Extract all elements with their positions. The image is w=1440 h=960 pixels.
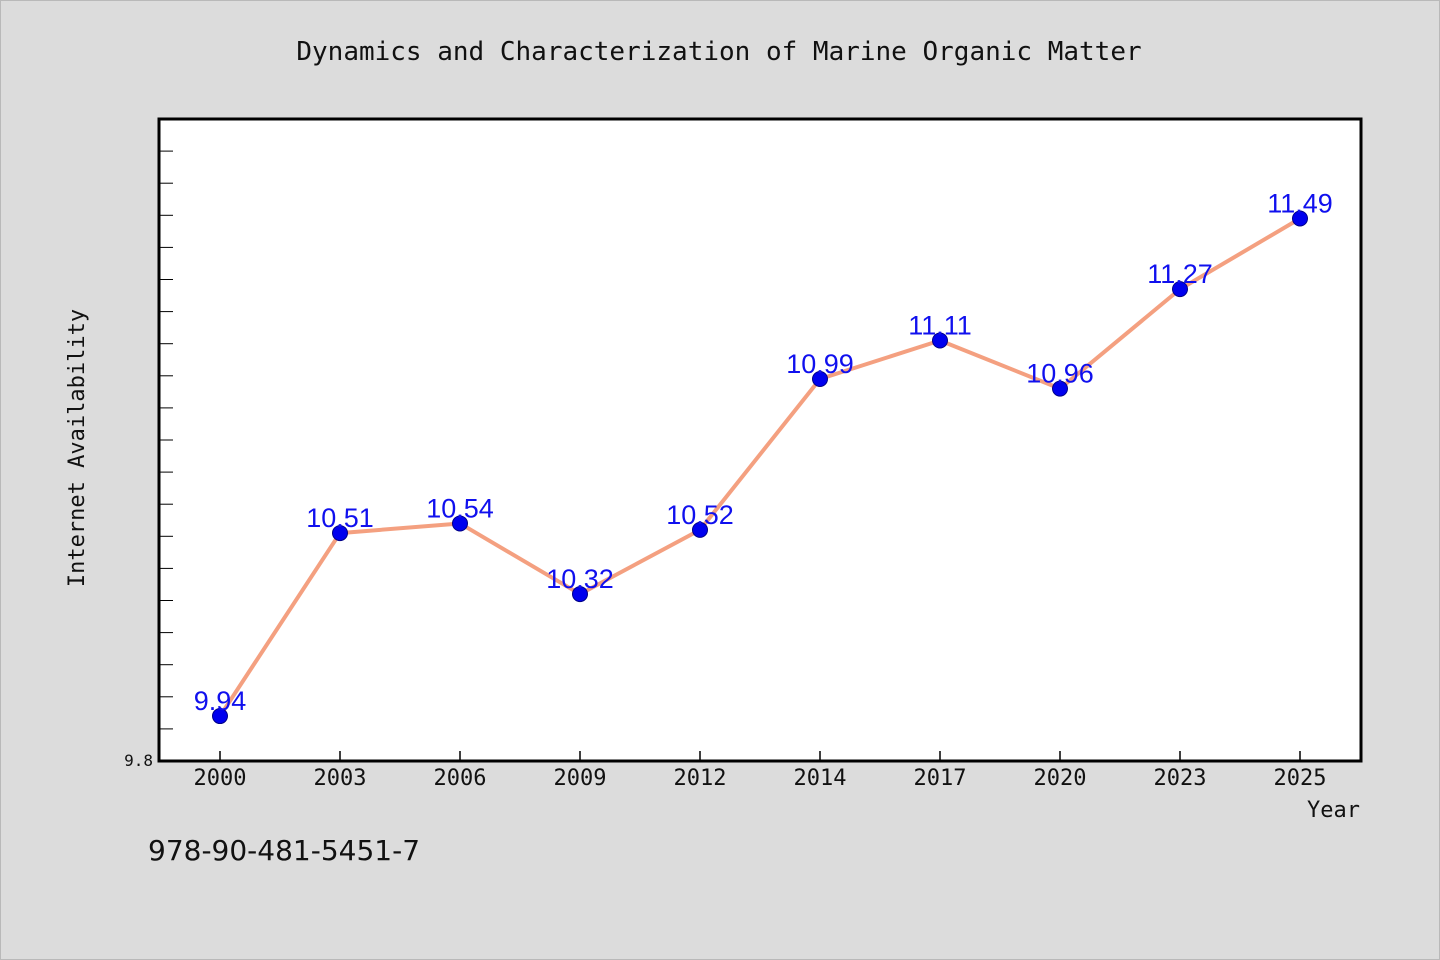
y-axis-label: Internet Availability [65,309,90,587]
data-label: 10.52 [666,500,734,530]
x-tick-label: 2000 [194,766,247,791]
y-axis-ticks: 9.8 [124,150,173,770]
data-point [1172,281,1188,298]
x-tick-label: 2017 [914,766,967,791]
data-label: 10.54 [426,493,494,523]
data-point [212,708,228,725]
footnote-isbn: 978-90-481-5451-7 [148,834,421,867]
x-tick-label: 2006 [434,766,487,791]
x-tick-label: 2012 [674,766,727,791]
data-label: 10.32 [546,564,614,594]
data-label: 11.11 [908,310,972,340]
data-point [572,586,588,603]
x-axis-ticks: 2000 2003 2006 2009 2012 2014 2017 2020 2023 2025 [194,751,1327,791]
x-tick-label: 2020 [1034,766,1087,791]
data-label: 10.51 [306,503,374,533]
x-tick-label: 2014 [794,766,847,791]
x-tick-label: 2009 [554,766,607,791]
data-label: 10.96 [1026,359,1094,389]
data-label: 11.27 [1147,259,1213,289]
x-tick-label: 2025 [1274,766,1327,791]
series-layer: 9.94 10.51 10.54 10.32 10.52 10.99 11.11 10.96 1… [194,189,1333,725]
data-point [452,515,468,532]
data-point [932,332,948,349]
chart-title: Dynamics and Characterization of Marine … [296,37,1141,67]
data-point [1292,210,1308,227]
plot-area [157,117,1363,763]
data-label: 10.99 [786,349,854,379]
data-label: 11.49 [1267,189,1333,219]
data-label: 9.94 [194,686,247,716]
data-point [692,521,708,538]
data-point [332,525,348,542]
data-point [1052,380,1068,397]
x-axis-label: Year [1307,798,1360,823]
data-point [812,371,828,388]
x-tick-label: 2023 [1154,766,1207,791]
series-line [218,216,1302,719]
x-tick-label: 2003 [314,766,367,791]
y-tick-label: 9.8 [124,751,153,770]
